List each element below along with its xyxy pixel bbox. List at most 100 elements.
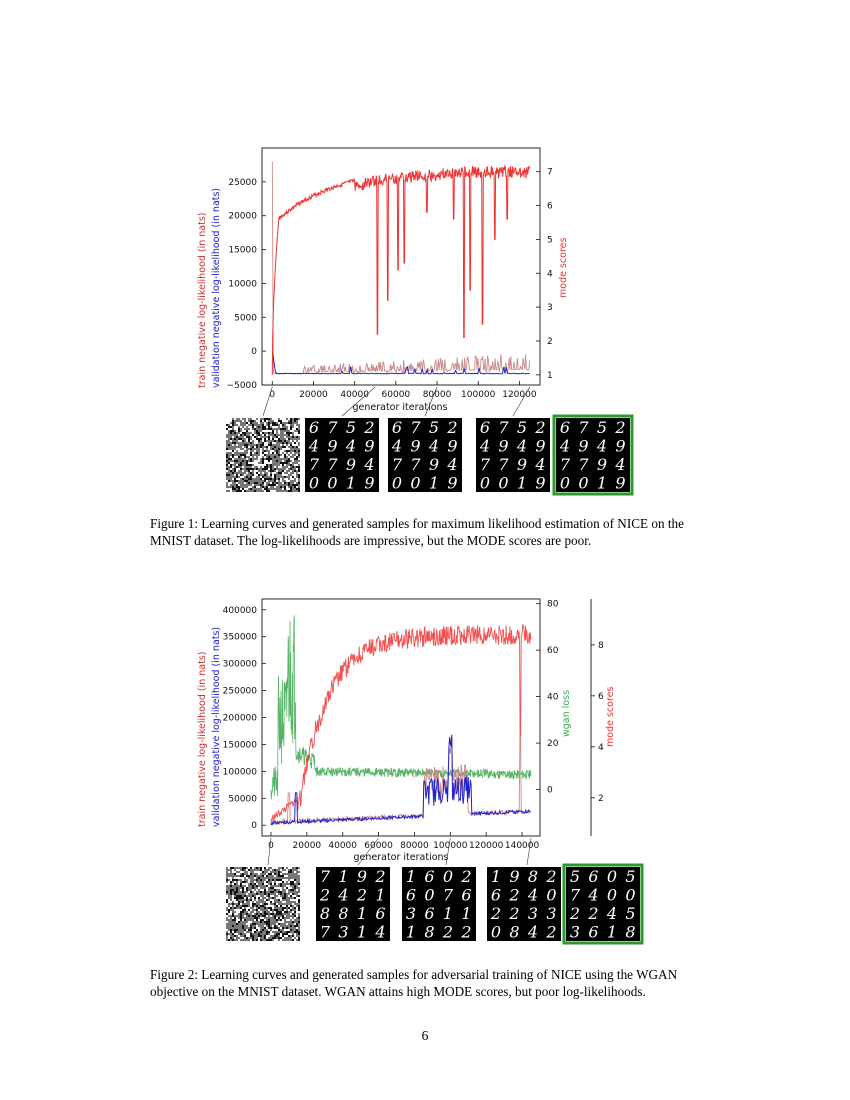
fig1-noise-pixel (272, 438, 274, 440)
fig1-noise-pixel (286, 450, 288, 452)
fig2-noise-pixel (230, 907, 232, 909)
fig1-noise-pixel (282, 424, 284, 426)
fig2-noise-pixel (296, 907, 298, 909)
fig2-noise-pixel (286, 933, 288, 935)
fig1-noise-pixel (298, 440, 300, 442)
fig1-noise-pixel (248, 430, 250, 432)
fig1-generated-digit: 9 (346, 455, 356, 474)
fig2-noise-pixel (288, 919, 290, 921)
fig1-noise-pixel (268, 422, 270, 424)
fig1-noise-pixel (256, 472, 258, 474)
fig1-noise-pixel (242, 446, 244, 448)
fig2-noise-pixel (236, 921, 238, 923)
fig2-noise-pixel (238, 881, 240, 883)
fig2-noise-pixel (256, 913, 258, 915)
fig2-noise-pixel (232, 913, 234, 915)
fig2-noise-pixel (254, 901, 256, 903)
fig2-mode-tick-label: 4 (598, 743, 604, 753)
fig1-generated-digit: 4 (345, 437, 356, 456)
fig2-noise-pixel (264, 915, 266, 917)
fig2-noise-pixel (242, 883, 244, 885)
fig1-noise-pixel (232, 424, 234, 426)
fig2-generated-digit: 1 (338, 867, 348, 886)
fig1-noise-pixel (232, 488, 234, 490)
fig2-noise-pixel (262, 905, 264, 907)
fig1-noise-pixel (262, 434, 264, 436)
fig1-noise-pixel (226, 420, 228, 422)
fig1-noise-pixel (254, 450, 256, 452)
fig2-noise-pixel (246, 913, 248, 915)
fig2-noise-pixel (234, 917, 236, 919)
fig1-noise-pixel (294, 442, 296, 444)
fig1-noise-pixel (270, 484, 272, 486)
fig1-noise-pixel (258, 434, 260, 436)
fig1-noise-pixel (298, 462, 300, 464)
fig1-noise-pixel (234, 428, 236, 430)
fig1-generated-digit: 0 (498, 474, 508, 493)
fig1-noise-pixel (252, 462, 254, 464)
fig2-noise-pixel (242, 879, 244, 881)
fig2-noise-pixel (278, 913, 280, 915)
fig1-left-tick-label: 25000 (228, 178, 257, 188)
fig2-noise-pixel (276, 881, 278, 883)
fig1-generated-digit: 7 (410, 418, 421, 437)
fig1-ylabel-mode: mode scores (558, 238, 569, 298)
fig2-noise-pixel (286, 891, 288, 893)
fig1-noise-pixel (230, 470, 232, 472)
fig2-noise-pixel (254, 931, 256, 933)
fig2-noise-pixel (256, 885, 258, 887)
fig2-noise-pixel (272, 895, 274, 897)
fig1-x-tick-label: 100000 (461, 390, 496, 400)
fig1-noise-pixel (282, 442, 284, 444)
fig1-x-tick-label: 60000 (382, 390, 411, 400)
fig2-noise-pixel (228, 907, 230, 909)
fig1-generated-digit: 7 (392, 455, 403, 474)
fig2-noise-pixel (296, 889, 298, 891)
fig2-noise-pixel (290, 929, 292, 931)
fig2-noise-pixel (284, 915, 286, 917)
fig2-noise-pixel (250, 909, 252, 911)
fig1-generated-digit: 9 (517, 455, 527, 474)
fig2-noise-pixel (232, 915, 234, 917)
fig1-noise-pixel (234, 418, 236, 420)
fig2-noise-pixel (270, 933, 272, 935)
fig2-wgan-tick-label: 60 (547, 646, 559, 656)
fig2-noise-pixel (290, 893, 292, 895)
fig2-noise-pixel (268, 909, 270, 911)
fig1-noise-pixel (264, 434, 266, 436)
fig2-left-tick-label: 300000 (223, 660, 258, 670)
fig1-noise-pixel (266, 470, 268, 472)
fig1-noise-pixel (240, 440, 242, 442)
fig2-noise-pixel (276, 923, 278, 925)
fig1-generated-digit: 4 (391, 437, 402, 456)
fig2-generated-digit: 8 (338, 904, 348, 923)
fig2-noise-pixel (246, 935, 248, 937)
fig1-noise-pixel (298, 488, 300, 490)
fig2-noise-pixel (258, 927, 260, 929)
fig1-generated-digit: 7 (578, 418, 589, 437)
fig1-x-tick-label: 120000 (502, 390, 537, 400)
fig2-noise-pixel (266, 913, 268, 915)
fig1-noise-pixel (276, 424, 278, 426)
fig1-left-tick-label: −5000 (227, 381, 258, 391)
fig2-noise-pixel (268, 905, 270, 907)
fig1-noise-pixel (230, 450, 232, 452)
fig2-noise-pixel (280, 887, 282, 889)
fig2-generated-digit: 2 (587, 904, 598, 923)
fig1-noise-pixel (270, 462, 272, 464)
fig2-noise-pixel (226, 905, 228, 907)
fig1-generated-digit: 4 (479, 437, 490, 456)
fig2-noise-pixel (234, 929, 236, 931)
fig1-noise-pixel (264, 474, 266, 476)
fig1-noise-pixel (288, 466, 290, 468)
fig2-noise-pixel (260, 903, 262, 905)
fig2-noise-pixel (278, 923, 280, 925)
fig1-noise-pixel (252, 426, 254, 428)
fig1-noise-pixel (268, 472, 270, 474)
fig1-noise-pixel (244, 454, 246, 456)
fig2-generated-digit: 4 (527, 923, 538, 942)
fig1-noise-pixel (296, 434, 298, 436)
fig1-noise-pixel (284, 488, 286, 490)
fig1-noise-pixel (282, 420, 284, 422)
fig1-noise-pixel (258, 458, 260, 460)
